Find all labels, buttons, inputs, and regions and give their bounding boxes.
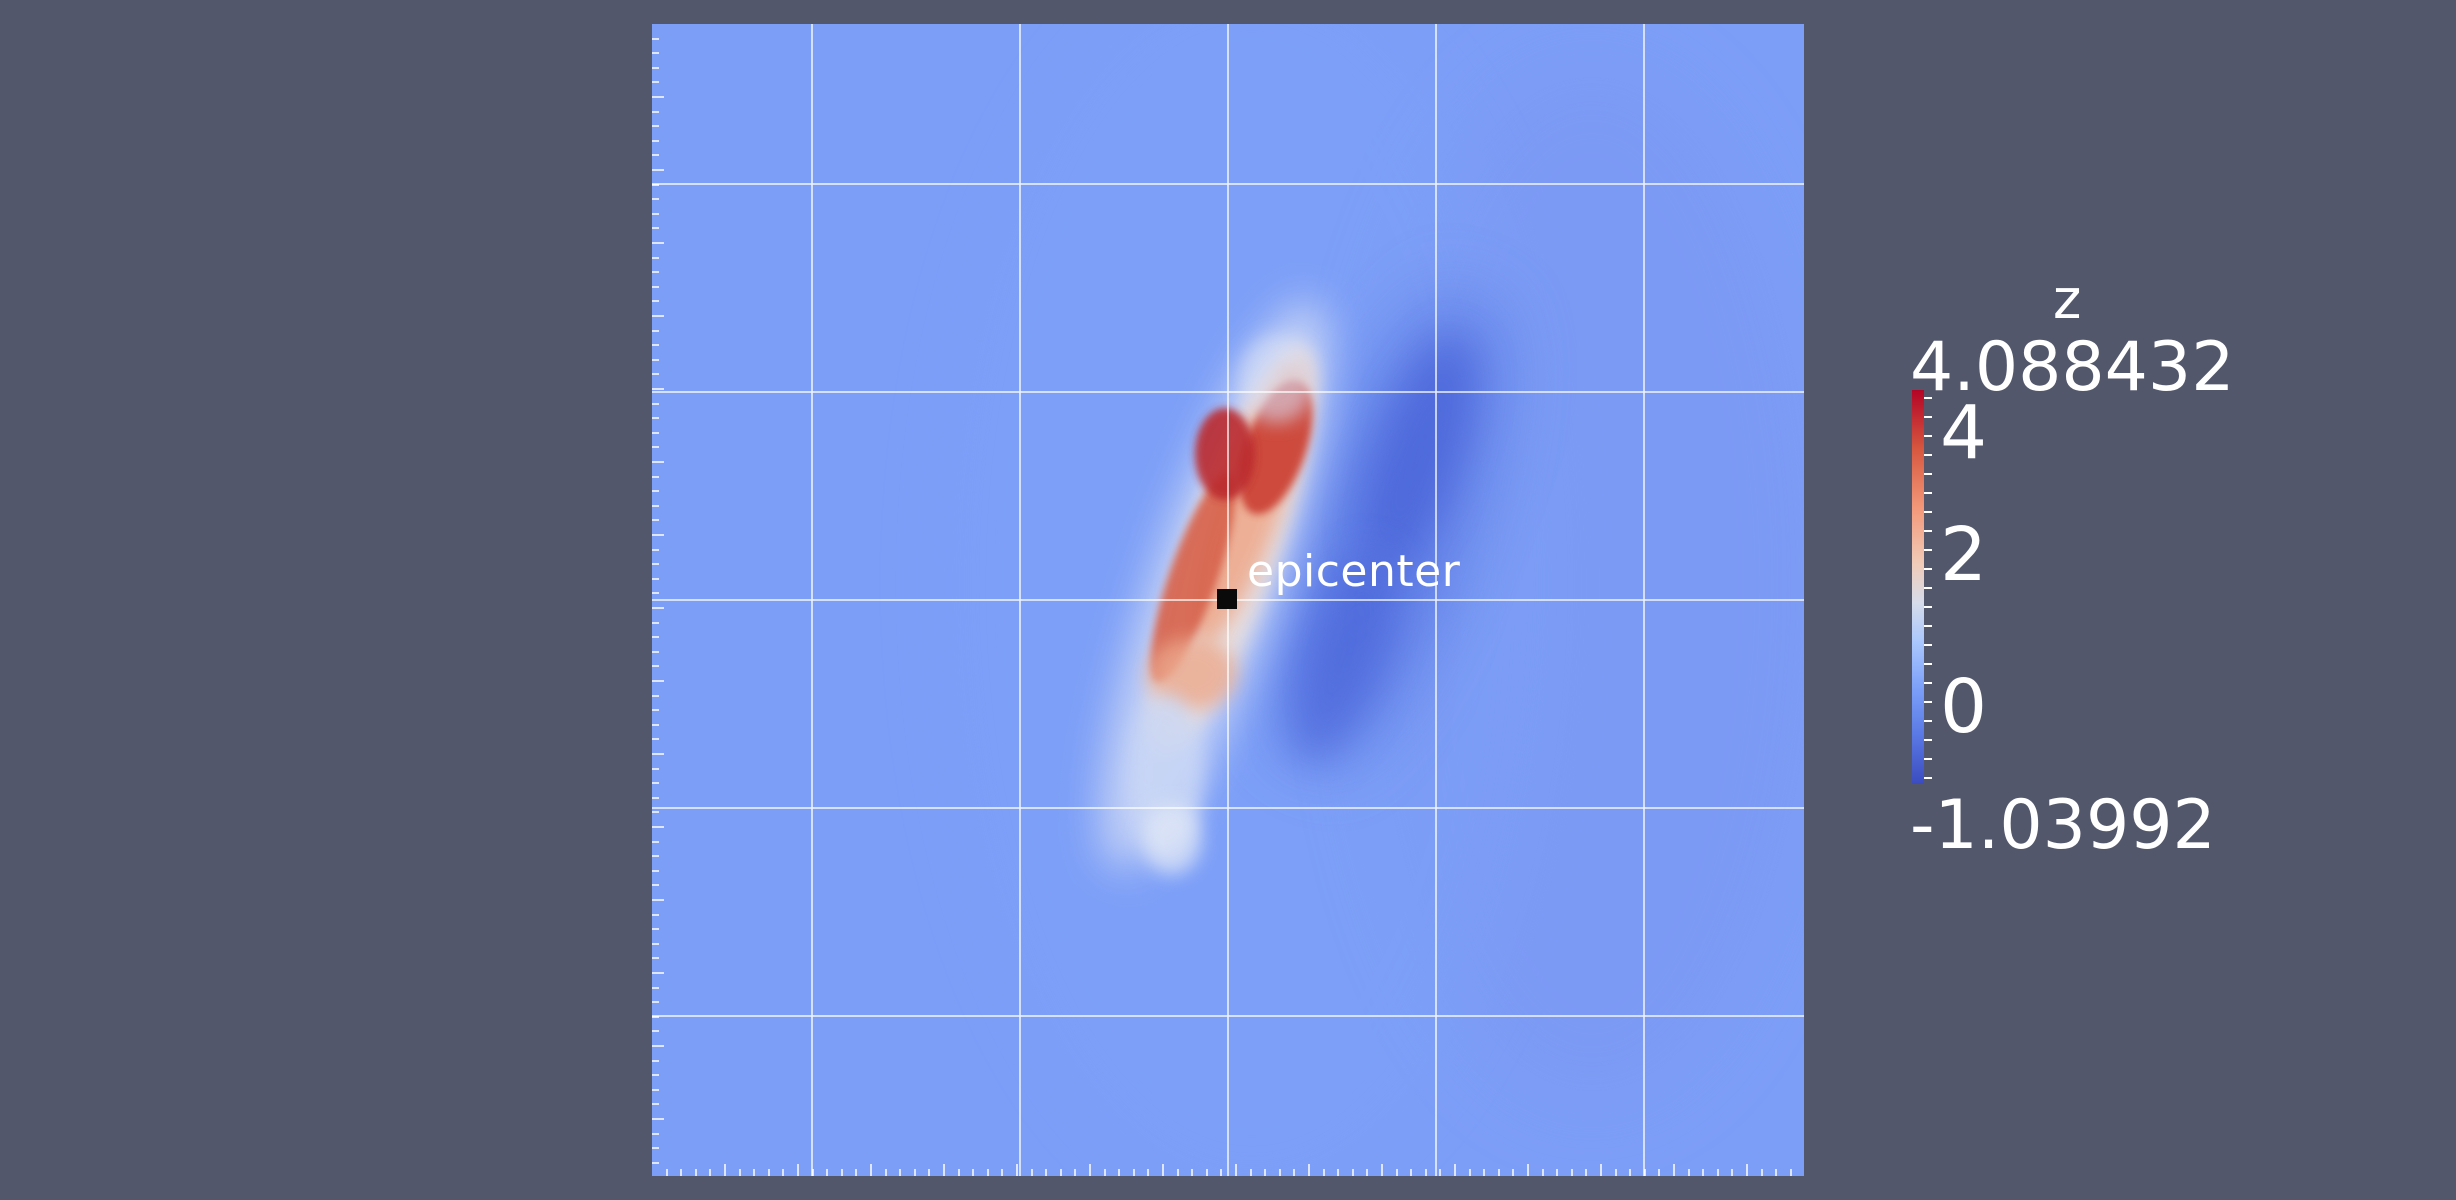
epicenter-marker[interactable]: [1217, 589, 1237, 609]
color-legend-tick-2: 2: [1940, 512, 1988, 598]
epicenter-label: epicenter: [1247, 546, 1461, 597]
color-legend-min: -1.03992: [1910, 786, 2216, 865]
field-plot[interactable]: [652, 24, 1804, 1176]
color-legend-tick-4: 4: [1940, 390, 1988, 476]
axis-ticks: [652, 38, 1792, 1176]
color-legend-title: z: [2053, 268, 2082, 331]
scalar-bar-ticks: [1924, 397, 1932, 779]
field-shading: [952, 24, 1804, 1176]
color-legend-max: 4.088432: [1910, 328, 2235, 407]
color-legend-tick-0: 0: [1940, 664, 1988, 750]
field-plot-svg: [652, 24, 1804, 1176]
scalar-bar-gradient: [1912, 390, 1924, 784]
color-scalar-bar[interactable]: [1912, 390, 1936, 784]
